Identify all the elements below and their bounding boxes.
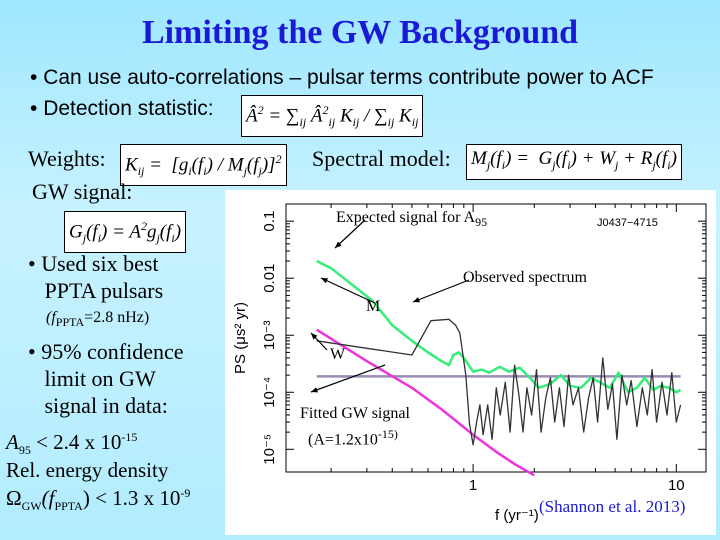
fitted-series-line xyxy=(316,328,535,477)
observed-arrow xyxy=(412,279,470,303)
point-six-pulsars-line2: PPTA pulsars xyxy=(44,278,164,303)
bullet-autocorrelation: • Can use auto-correlations – pulsar ter… xyxy=(30,66,654,89)
slide-title: Limiting the GW Background xyxy=(141,14,579,51)
weights-equation: Kij = [gi(fi) / Mj(fj)]2 xyxy=(120,144,287,187)
rel-energy-density: Rel. energy density xyxy=(6,458,169,482)
expected-signal-label: Expected signal for A95 xyxy=(336,209,487,230)
observed-series-line xyxy=(316,318,682,446)
omega-paren: (f xyxy=(41,486,55,510)
w-arrow-head xyxy=(311,333,318,340)
omega-fsub: PPTA xyxy=(54,499,83,514)
fitted-line2: (A=1.2x10 xyxy=(308,431,378,449)
spectral-model-equation: Mj(fi) = Gj(fi) + Wj + Rj(fi) xyxy=(466,144,682,180)
m-label: M xyxy=(366,298,381,315)
fppta-note: (fPPTA=2.8 nHz) xyxy=(46,309,149,330)
a95-sub: 95 xyxy=(18,443,31,458)
point-confidence: • 95% confidence limit on GW signal in d… xyxy=(28,339,184,418)
a95-limit: A95 < 2.4 x 10-15 xyxy=(6,430,137,458)
gw-signal-equation: Gj(fi) = A2gj(fi) xyxy=(64,211,187,254)
fitted-line2-exp: -15) xyxy=(377,427,398,441)
expected-arrow xyxy=(334,219,366,249)
fitted-line1: Fitted GW signal xyxy=(300,405,410,422)
x-axis-label: f (yr⁻¹) xyxy=(495,507,539,524)
y-tick-label: 0.01 xyxy=(261,264,278,293)
x-tick-label: 10 xyxy=(668,477,685,494)
omega-exp: -9 xyxy=(180,486,191,500)
a95-prefix: A xyxy=(6,430,19,454)
bullet-detection-statistic-text: Detection statistic: xyxy=(43,97,214,120)
y-tick-label: 10⁻⁴ xyxy=(261,377,278,408)
bullet-autocorrelation-text: Can use auto-correlations – pulsar terms… xyxy=(43,66,654,89)
spectrum-plot-panel: 0.1 0.01 10⁻³ 10⁻⁴ 10⁻⁵ 1 10 f (yr⁻¹) PS (μs² yr… xyxy=(225,190,716,535)
point-confidence-line3: signal in data: xyxy=(44,393,168,418)
fitted-arrow xyxy=(310,364,386,393)
expected-sub: 95 xyxy=(475,215,488,230)
observed-spectrum-label: Observed spectrum xyxy=(463,269,587,286)
point-confidence-line2: limit on GW xyxy=(44,366,156,391)
observed-arrow-head xyxy=(413,297,420,303)
y-axis-label: PS (μs² yr) xyxy=(232,302,249,374)
citation: (Shannon et al. 2013) xyxy=(539,497,686,516)
y-tick-label: 10⁻⁵ xyxy=(261,434,278,465)
omega-symbol: Ω xyxy=(6,486,22,510)
fitted-arrow-head xyxy=(311,387,318,393)
point-six-pulsars: • Used six best PPTA pulsars xyxy=(28,251,164,303)
a95-exp: -15 xyxy=(121,430,138,444)
m-arrow-head xyxy=(321,278,328,284)
fppta-value: =2.8 nHz) xyxy=(84,309,150,326)
m-arrow xyxy=(320,277,376,304)
y-tick-label: 10⁻³ xyxy=(261,320,278,350)
fppta-sub: PPTA xyxy=(55,315,85,330)
expected-arrow-head xyxy=(335,241,342,248)
detection-statistic-equation: Â2 = ∑ij Â2ij Kij / ∑ij Kij xyxy=(241,95,424,138)
bullet-detection-statistic: • Detection statistic: xyxy=(30,97,214,120)
omega-value: ) < 1.3 x 10 xyxy=(82,486,181,510)
gw-signal-label: GW signal: xyxy=(32,179,133,204)
weights-label: Weights: xyxy=(28,146,106,171)
point-confidence-line1: 95% confidence xyxy=(41,339,184,364)
omega-limit: ΩGW(fPPTA) < 1.3 x 10-9 xyxy=(6,486,190,514)
spectral-model-label: Spectral model: xyxy=(312,146,451,171)
w-label: W xyxy=(330,346,346,363)
a95-value: < 2.4 x 10 xyxy=(30,430,122,454)
fitted-signal-label: Fitted GW signal (A=1.2x10-15) xyxy=(300,404,410,450)
x-tick-label: 1 xyxy=(469,477,477,494)
point-six-pulsars-line1: Used six best xyxy=(41,251,159,276)
pulsar-name: J0437−4715 xyxy=(597,217,658,229)
fppta-prefix: (f xyxy=(46,309,56,326)
y-tick-label: 0.1 xyxy=(261,211,278,232)
expected-prefix: Expected signal for A xyxy=(336,209,476,226)
omega-sub: GW xyxy=(21,499,42,514)
expected-series-line xyxy=(316,259,682,394)
spectrum-plot: 0.1 0.01 10⁻³ 10⁻⁴ 10⁻⁵ 1 10 f (yr⁻¹) PS (μs² yr… xyxy=(232,203,707,524)
